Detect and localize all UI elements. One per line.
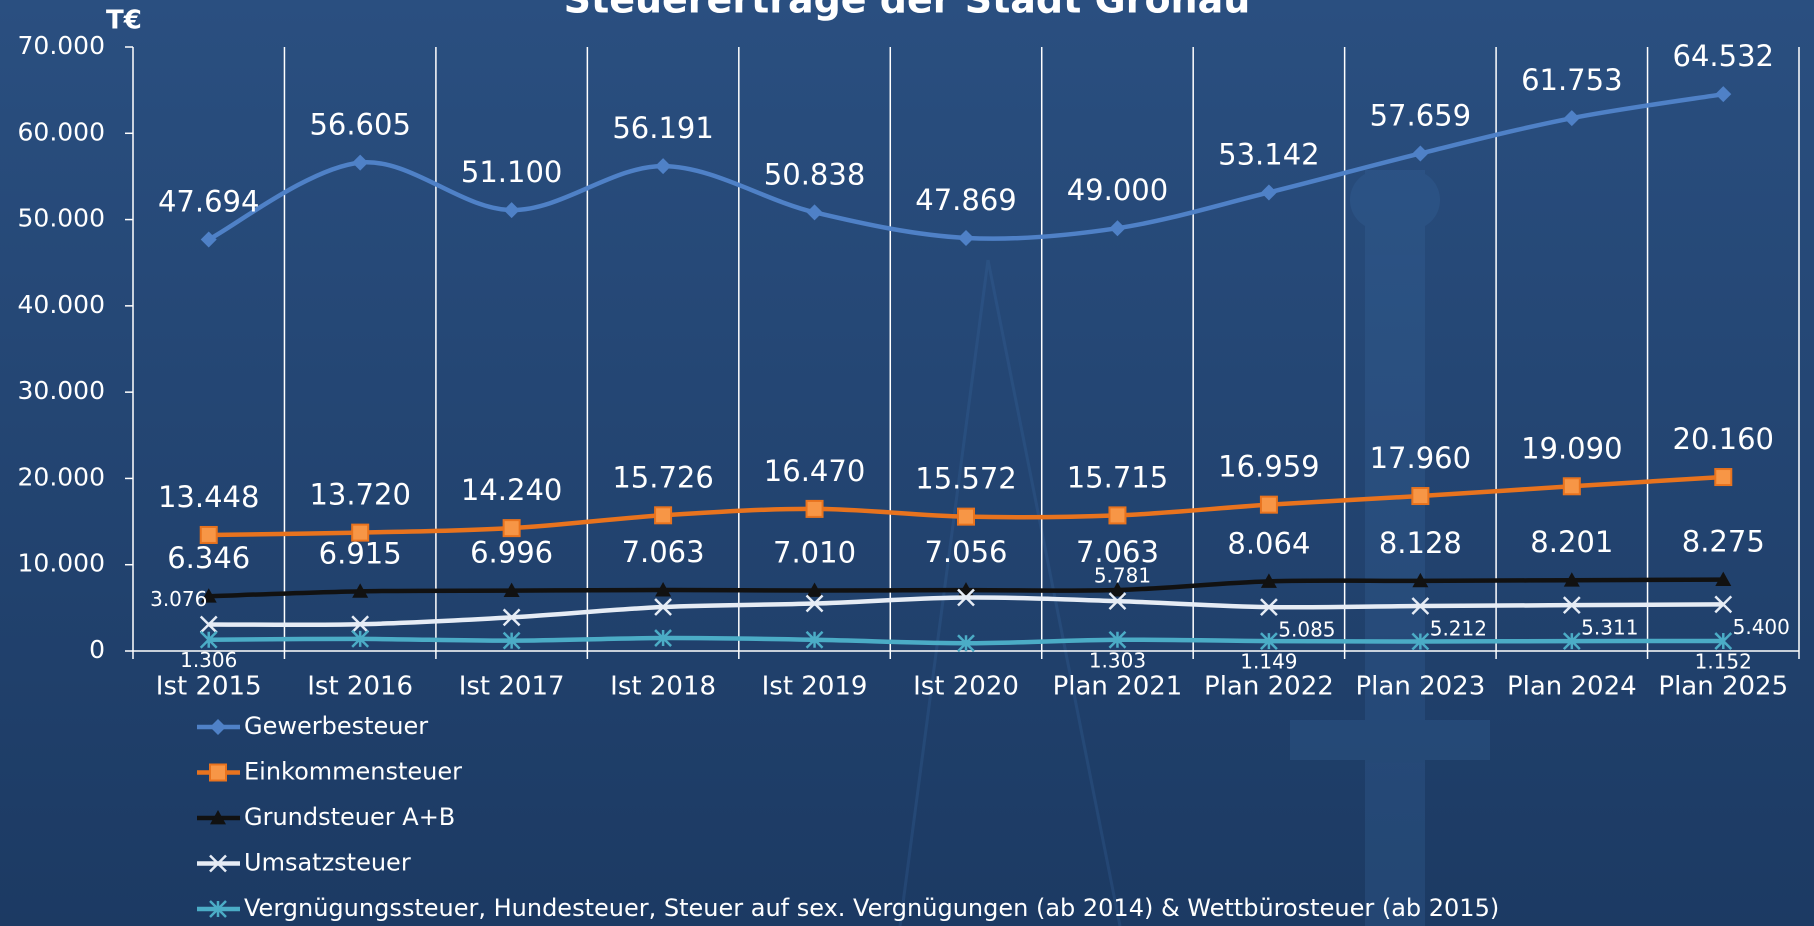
marker <box>807 501 823 517</box>
data-label: 47.694 <box>158 184 259 218</box>
x-tick-label: Ist 2016 <box>307 672 413 702</box>
data-label: 15.715 <box>1067 460 1168 494</box>
data-label: 1.149 <box>1240 650 1297 674</box>
y-tick-label: 20.000 <box>18 462 105 491</box>
data-label: 15.726 <box>612 460 713 494</box>
data-label: 6.346 <box>167 541 250 575</box>
legend-marker <box>210 765 226 781</box>
data-label: 3.076 <box>150 587 207 611</box>
x-tick-label: Ist 2018 <box>610 672 716 702</box>
data-label: 7.056 <box>924 535 1007 569</box>
legend-label: Vergnügungssteuer, Hundesteuer, Steuer a… <box>244 894 1499 922</box>
y-tick-label: 0 <box>89 635 105 664</box>
data-label: 61.753 <box>1521 63 1622 97</box>
x-tick-label: Plan 2023 <box>1355 672 1485 702</box>
marker <box>1715 469 1731 485</box>
data-label: 57.659 <box>1370 98 1471 132</box>
data-label: 15.572 <box>915 462 1016 496</box>
data-label: 7.010 <box>773 536 856 570</box>
data-label: 51.100 <box>461 155 562 189</box>
data-label: 1.303 <box>1089 648 1146 672</box>
y-tick-label: 50.000 <box>18 204 105 233</box>
data-label: 1.306 <box>180 648 237 672</box>
data-label: 16.959 <box>1218 450 1319 484</box>
data-label: 8.275 <box>1682 525 1765 559</box>
marker <box>1564 478 1580 494</box>
legend-label: Umsatzsteuer <box>244 849 411 877</box>
data-label: 5.311 <box>1581 616 1638 640</box>
data-label: 56.191 <box>612 111 713 145</box>
x-tick-label: Ist 2015 <box>156 672 262 702</box>
data-label: 6.996 <box>470 536 553 570</box>
legend-label: Gewerbesteuer <box>244 712 428 740</box>
data-label: 17.960 <box>1370 441 1471 475</box>
chart: Steuererträge der Stadt Gronau T€ 0 10.00… <box>0 0 1814 926</box>
data-label: 5.085 <box>1278 618 1335 642</box>
marker <box>1109 507 1125 523</box>
data-label: 47.869 <box>915 183 1016 217</box>
x-tick-label: Ist 2019 <box>762 672 868 702</box>
x-tick-label: Plan 2024 <box>1507 672 1637 702</box>
legend-label: Einkommensteuer <box>244 758 462 786</box>
data-label: 19.090 <box>1521 431 1622 465</box>
marker <box>504 520 520 536</box>
y-tick-label: 60.000 <box>18 117 105 146</box>
data-label: 49.000 <box>1067 173 1168 207</box>
data-label: 5.400 <box>1733 615 1790 639</box>
marker <box>958 509 974 525</box>
data-label: 50.838 <box>764 157 865 191</box>
data-label: 1.152 <box>1695 650 1752 674</box>
data-label: 8.201 <box>1530 525 1613 559</box>
data-label: 16.470 <box>764 454 865 488</box>
data-label: 56.605 <box>309 108 410 142</box>
marker <box>1261 497 1277 513</box>
y-tick-label: 30.000 <box>18 376 105 405</box>
x-tick-label: Ist 2017 <box>459 672 565 702</box>
data-label: 20.160 <box>1673 422 1774 456</box>
marker <box>1412 488 1428 504</box>
data-label: 53.142 <box>1218 137 1319 171</box>
chart-title: Steuererträge der Stadt Gronau <box>564 0 1251 22</box>
data-label: 64.532 <box>1673 39 1774 73</box>
marker <box>655 507 671 523</box>
y-tick-label: 70.000 <box>18 31 105 60</box>
y-tick-label: 40.000 <box>18 290 105 319</box>
data-label: 14.240 <box>461 473 562 507</box>
data-label: 8.128 <box>1379 526 1462 560</box>
y-unit: T€ <box>106 6 142 36</box>
data-label: 13.720 <box>309 478 410 512</box>
data-label: 13.448 <box>158 480 259 514</box>
data-label: 8.064 <box>1227 526 1310 560</box>
legend-label: Grundsteuer A+B <box>244 803 455 831</box>
x-tick-label: Plan 2022 <box>1204 672 1334 702</box>
data-label: 5.212 <box>1430 617 1487 641</box>
data-label: 7.063 <box>622 535 705 569</box>
x-tick-label: Plan 2025 <box>1658 672 1788 702</box>
y-tick-label: 10.000 <box>18 549 105 578</box>
x-tick-label: Ist 2020 <box>913 672 1019 702</box>
data-label: 6.915 <box>319 536 402 570</box>
x-tick-label: Plan 2021 <box>1053 672 1183 702</box>
data-label: 5.781 <box>1094 564 1151 588</box>
